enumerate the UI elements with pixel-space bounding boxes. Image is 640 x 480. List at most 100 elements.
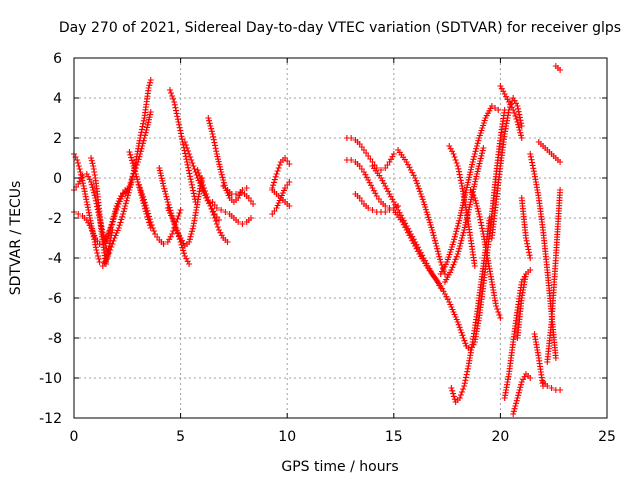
data-point	[454, 163, 461, 169]
y-tick-label: 0	[53, 171, 62, 187]
data-point	[143, 205, 150, 211]
y-tick-label: -10	[39, 371, 62, 387]
data-point	[414, 248, 421, 255]
data-point	[505, 99, 512, 105]
data-point	[77, 169, 84, 175]
data-point	[446, 143, 453, 149]
data-point	[451, 236, 458, 243]
data-point	[495, 309, 502, 315]
data-point	[190, 163, 197, 169]
data-point	[173, 227, 180, 233]
data-point	[96, 241, 103, 247]
data-point	[224, 239, 231, 245]
data-point	[457, 392, 464, 398]
data-point	[286, 179, 293, 185]
data-point	[220, 177, 227, 183]
data-point	[215, 227, 222, 233]
data-point	[247, 215, 254, 221]
data-point	[221, 182, 228, 189]
data-point	[146, 216, 153, 223]
data-point	[76, 166, 83, 172]
data-point	[169, 231, 176, 237]
data-point	[147, 79, 154, 86]
data-point	[520, 376, 527, 383]
data-point	[208, 125, 215, 132]
data-point	[271, 176, 278, 183]
data-point	[472, 148, 479, 155]
data-point	[188, 157, 195, 163]
data-point	[187, 173, 194, 180]
data-point	[209, 209, 216, 215]
data-point	[433, 243, 440, 249]
data-point	[459, 235, 466, 241]
data-point	[133, 173, 140, 180]
data-point	[236, 192, 243, 199]
data-point	[210, 136, 217, 143]
data-point	[174, 116, 181, 123]
data-point	[360, 169, 367, 175]
data-point	[183, 255, 190, 262]
data-point	[488, 103, 495, 109]
data-point	[451, 233, 458, 240]
data-point	[177, 130, 184, 137]
x-axis-label: GPS time / hours	[281, 459, 398, 475]
data-point	[147, 111, 154, 118]
data-point	[138, 145, 145, 152]
data-point	[191, 166, 198, 172]
data-point	[414, 180, 421, 187]
y-tick-label: -6	[48, 291, 62, 307]
data-point	[513, 400, 520, 407]
data-point	[118, 216, 125, 223]
data-point	[160, 241, 167, 247]
data-point	[208, 128, 215, 135]
data-point	[460, 335, 467, 341]
data-point	[171, 99, 178, 105]
data-point	[218, 169, 225, 175]
data-point	[122, 203, 129, 209]
data-point	[274, 168, 281, 174]
data-point	[128, 154, 135, 161]
data-point	[213, 148, 220, 155]
data-point	[127, 151, 134, 158]
data-point	[470, 341, 477, 348]
y-axis-label: SDTVAR / TECUs	[8, 181, 24, 296]
data-point	[518, 379, 525, 385]
data-point	[348, 157, 355, 163]
data-point	[524, 240, 531, 247]
data-point	[429, 229, 436, 236]
data-point	[83, 217, 90, 223]
data-point	[456, 245, 463, 252]
data-point	[527, 151, 534, 157]
data-point	[472, 197, 479, 204]
data-point	[457, 240, 464, 247]
data-point	[114, 204, 121, 210]
data-point	[141, 135, 148, 141]
data-point	[419, 196, 426, 203]
data-points	[71, 63, 564, 417]
data-point	[461, 337, 468, 344]
x-tick-label: 5	[176, 429, 185, 445]
data-point	[557, 67, 564, 73]
data-point	[507, 101, 514, 108]
data-point	[557, 187, 564, 193]
data-point	[192, 199, 199, 205]
data-point	[137, 148, 144, 155]
data-point	[450, 261, 457, 268]
data-point	[206, 120, 213, 127]
data-point	[235, 195, 242, 201]
data-point	[527, 153, 534, 160]
data-point	[402, 224, 409, 231]
data-point	[170, 218, 177, 224]
data-point	[518, 123, 525, 129]
data-point	[390, 151, 397, 157]
data-point	[190, 187, 197, 194]
data-point	[148, 222, 155, 228]
data-point	[497, 83, 504, 89]
data-point	[175, 119, 182, 125]
data-point	[115, 225, 122, 231]
data-point	[458, 329, 465, 336]
data-point	[459, 232, 466, 239]
data-point	[413, 245, 420, 252]
data-point	[215, 217, 222, 223]
data-point	[109, 218, 116, 225]
